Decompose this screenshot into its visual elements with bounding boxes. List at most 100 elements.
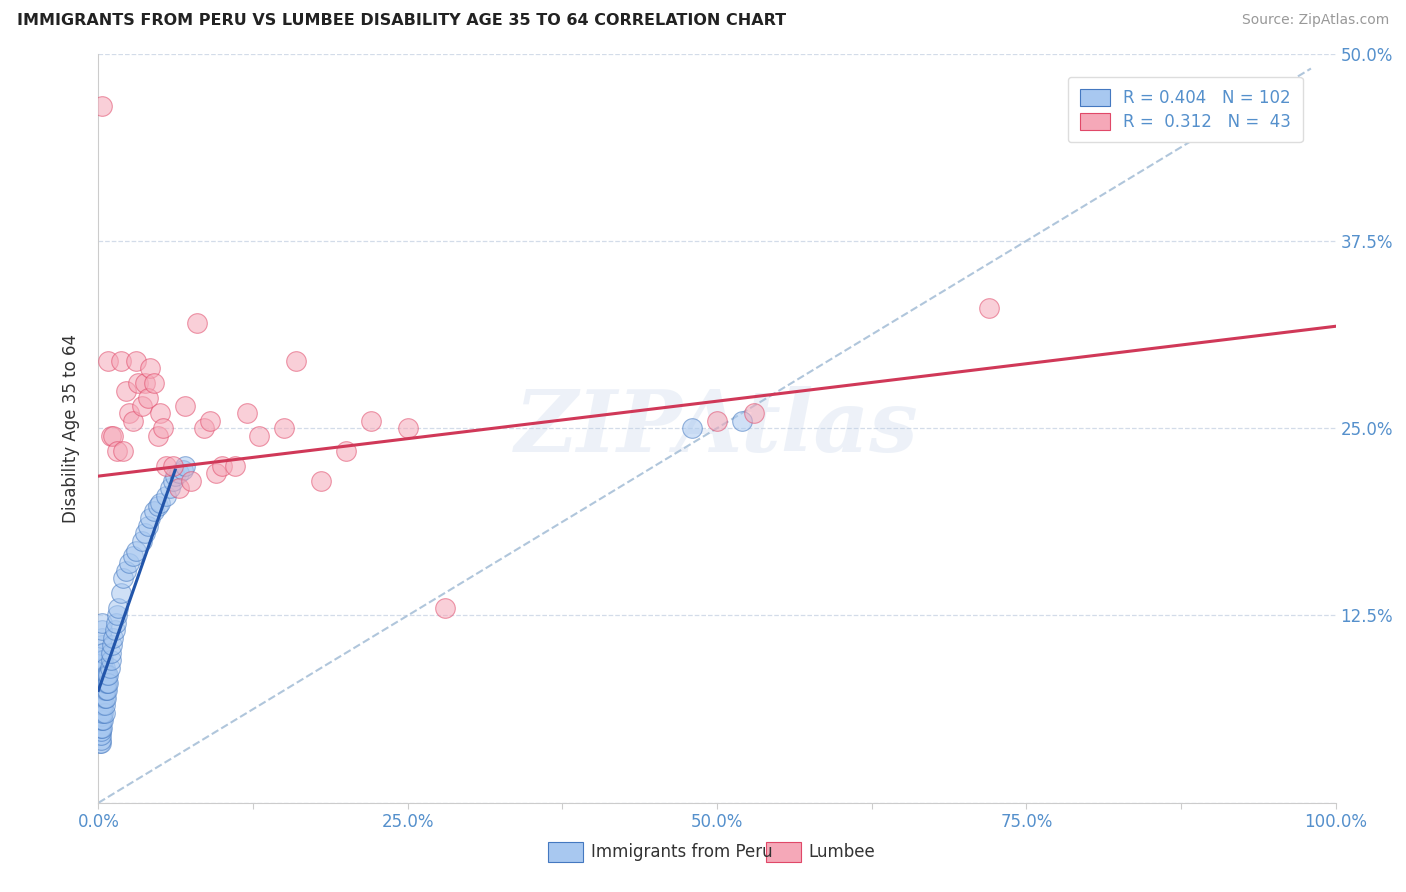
Text: Immigrants from Peru: Immigrants from Peru [591, 843, 772, 861]
Point [91, 676, 114, 690]
Point [89, 683, 111, 698]
Point [143, 376, 166, 391]
Point [309, 474, 332, 488]
Point [103, 428, 125, 442]
Point [167, 481, 190, 495]
Point [155, 489, 177, 503]
Point [93, 646, 115, 660]
Point [94, 683, 117, 698]
Point [90, 714, 112, 728]
Point [93, 683, 115, 698]
Point [110, 353, 132, 368]
Point [89, 721, 111, 735]
Point [236, 406, 259, 420]
Point [91, 615, 114, 630]
Text: IMMIGRANTS FROM PERU VS LUMBEE DISABILITY AGE 35 TO 64 CORRELATION CHART: IMMIGRANTS FROM PERU VS LUMBEE DISABILIT… [17, 13, 786, 29]
Point [134, 526, 156, 541]
Point [433, 601, 456, 615]
Point [96, 683, 118, 698]
Point [103, 624, 125, 638]
Point [101, 639, 124, 653]
Point [96, 676, 118, 690]
Y-axis label: Disability Age 35 to 64: Disability Age 35 to 64 [62, 334, 80, 523]
Point [146, 499, 169, 513]
Point [167, 466, 190, 480]
Point [93, 714, 115, 728]
Point [186, 316, 208, 330]
Point [91, 690, 114, 705]
Point [124, 353, 146, 368]
Text: Source: ZipAtlas.com: Source: ZipAtlas.com [1241, 13, 1389, 28]
Point [90, 709, 112, 723]
Point [742, 406, 765, 420]
Point [247, 428, 270, 442]
Point [90, 683, 112, 698]
Point [90, 728, 112, 742]
Point [91, 668, 114, 682]
Point [205, 466, 228, 480]
Point [90, 721, 112, 735]
Point [159, 481, 181, 495]
Point [100, 646, 122, 660]
Point [706, 414, 728, 428]
Point [93, 661, 115, 675]
Point [94, 690, 117, 705]
Point [90, 723, 112, 738]
Point [335, 443, 357, 458]
Point [93, 706, 115, 720]
Point [146, 428, 169, 442]
Point [139, 511, 162, 525]
Point [979, 301, 1001, 316]
Point [90, 673, 112, 687]
Point [90, 736, 112, 750]
Point [110, 586, 132, 600]
Point [96, 668, 118, 682]
Point [681, 421, 703, 435]
Point [731, 414, 754, 428]
Point [118, 556, 141, 570]
Point [91, 624, 114, 638]
Point [122, 414, 145, 428]
Point [107, 601, 129, 615]
Point [162, 458, 184, 473]
Point [100, 428, 122, 442]
Point [93, 698, 115, 713]
Point [91, 706, 114, 720]
Point [91, 653, 114, 667]
Point [165, 469, 187, 483]
Point [91, 631, 114, 645]
Point [131, 533, 153, 548]
Point [89, 668, 111, 682]
Point [172, 463, 194, 477]
Point [224, 458, 246, 473]
Point [152, 421, 174, 435]
Point [93, 683, 115, 698]
Point [131, 399, 153, 413]
Point [136, 391, 159, 405]
Point [114, 384, 136, 398]
Point [149, 406, 172, 420]
Point [97, 676, 120, 690]
Point [93, 661, 115, 675]
Point [91, 639, 114, 653]
Point [90, 668, 112, 682]
Point [90, 732, 112, 747]
Point [100, 653, 122, 667]
Point [91, 721, 114, 735]
Text: Lumbee: Lumbee [808, 843, 875, 861]
Point [90, 661, 112, 675]
Point [90, 690, 112, 705]
Point [112, 443, 135, 458]
Point [149, 496, 172, 510]
Point [91, 698, 114, 713]
Point [174, 399, 197, 413]
Point [136, 518, 159, 533]
Point [91, 99, 114, 113]
Point [89, 690, 111, 705]
Point [94, 668, 117, 682]
Point [91, 683, 114, 698]
Point [93, 706, 115, 720]
Point [91, 646, 114, 660]
Point [139, 361, 162, 376]
Point [93, 690, 115, 705]
